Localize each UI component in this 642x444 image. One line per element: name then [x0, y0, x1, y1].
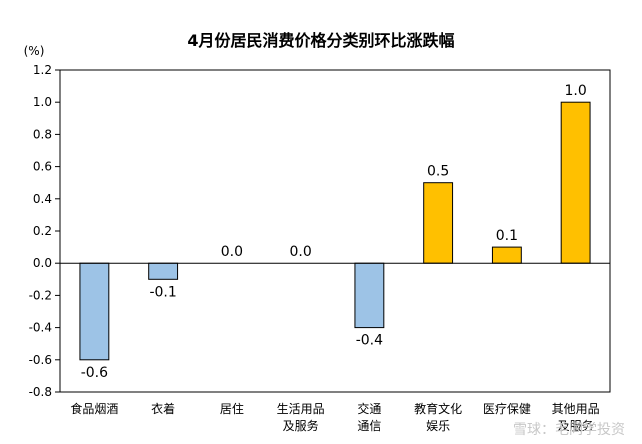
- category-label: 食品烟酒: [70, 401, 118, 416]
- y-tick-label: 0.0: [33, 256, 52, 270]
- data-label: 0.0: [221, 244, 243, 260]
- data-label: 0.1: [496, 228, 518, 244]
- y-tick-label: -0.2: [29, 288, 52, 302]
- bars: [79, 101, 591, 361]
- y-tick-label: 1.0: [33, 95, 52, 109]
- bar: [560, 101, 591, 264]
- y-tick-label: 0.2: [33, 224, 52, 238]
- watermark-text: 雪球：毛同学投资: [513, 422, 625, 438]
- category-label: 生活用品: [277, 402, 325, 416]
- category-label: 医疗保健: [483, 402, 531, 416]
- bar: [423, 182, 454, 264]
- bar: [148, 262, 179, 280]
- y-axis: 1.2 1.0 0.8 0.6 0.4 0.2 0.0 -0.2 -0.4 -0.6 -0.8: [29, 63, 60, 399]
- category-label: 居住: [220, 402, 244, 416]
- bar: [491, 246, 522, 264]
- category-label: 交通: [357, 401, 381, 416]
- category-label: 衣着: [151, 401, 175, 416]
- data-label: -0.6: [81, 365, 108, 381]
- category-label: 娱乐: [426, 419, 450, 433]
- y-tick-label: 1.2: [33, 63, 52, 77]
- data-label: 0.5: [427, 164, 449, 180]
- category-label: 通信: [357, 419, 381, 433]
- data-label: 1.0: [564, 83, 586, 99]
- chart-title: 4月份居民消费价格分类别环比涨跌幅: [187, 31, 454, 50]
- plot-area: [59, 69, 611, 393]
- category-label: 及服务: [283, 418, 319, 433]
- bar: [354, 262, 385, 329]
- y-tick-label: -0.6: [29, 353, 52, 367]
- y-tick-label: 0.8: [33, 127, 52, 141]
- category-label: 教育文化: [414, 401, 462, 416]
- y-tick-label: -0.4: [29, 321, 52, 335]
- y-tick-label: 0.4: [33, 192, 52, 206]
- value-labels: -0.6 -0.1 0.0 0.0 -0.4 0.5 0.1 1.0: [81, 83, 587, 381]
- category-label: 其他用品: [552, 402, 600, 416]
- y-axis-unit: (%): [24, 44, 45, 58]
- y-tick-label: 0.6: [33, 160, 52, 174]
- bar: [79, 262, 110, 361]
- data-label: -0.1: [149, 284, 176, 300]
- category-label: 及服务: [558, 418, 594, 433]
- data-label: -0.4: [356, 333, 383, 349]
- data-label: 0.0: [289, 244, 311, 260]
- y-tick-label: -0.8: [29, 385, 52, 399]
